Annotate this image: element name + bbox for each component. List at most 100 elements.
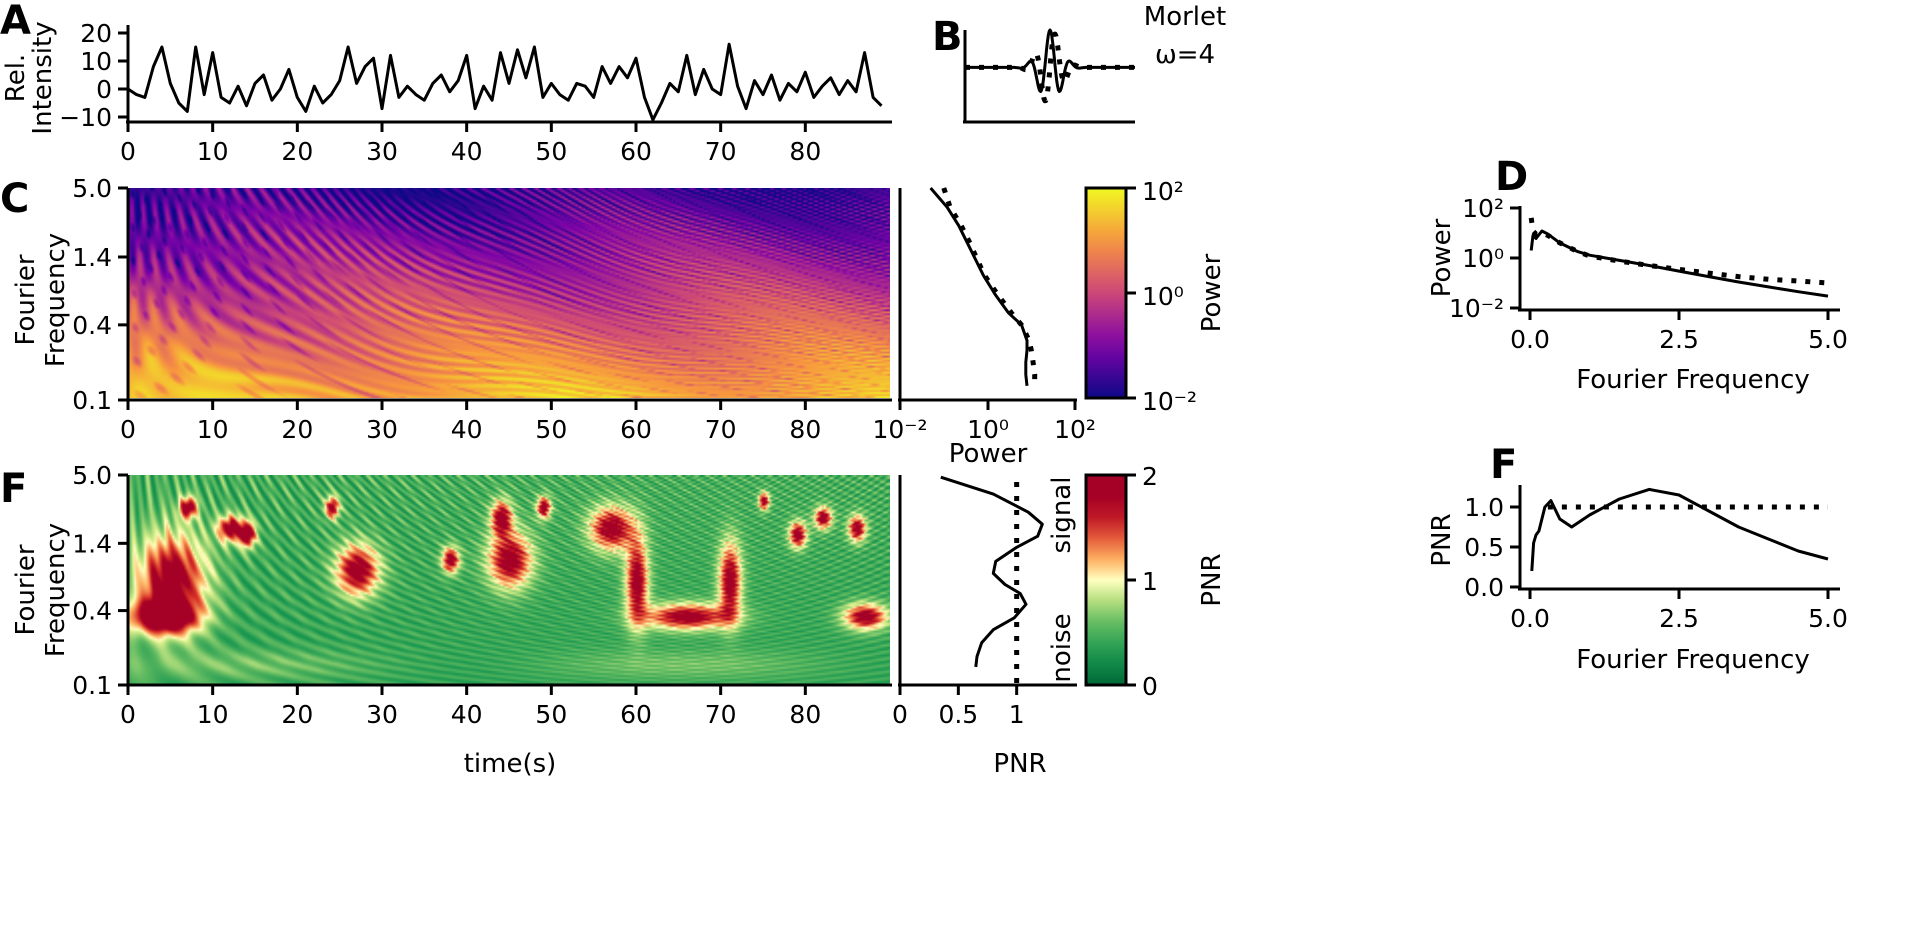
f-x-tick-label: 0 [120, 700, 136, 729]
fr-y-tick-label: 0.0 [1464, 573, 1504, 602]
fr-x-tick-label: 0.0 [1510, 604, 1550, 633]
fr-ylabel-group: PNR [1427, 513, 1457, 566]
c-colorbar-label: Power [1197, 253, 1227, 332]
intensity-trace [127, 42, 883, 122]
a-y-tick-label: 0 [96, 75, 112, 104]
f-x-tick-label: 30 [366, 700, 398, 729]
f-ylabel-line2: Frequency [41, 523, 71, 657]
c-x-tick-label: 40 [451, 415, 483, 444]
f-y-tick-label: 0.4 [72, 597, 112, 626]
c-x-tick-label: 30 [366, 415, 398, 444]
c-x-tick-label: 10 [197, 415, 229, 444]
cg-x-tick-label: 10⁻² [872, 415, 927, 444]
fr-xlabel: Fourier Frequency [1576, 645, 1810, 675]
a-x-tick-label: 20 [281, 137, 313, 166]
signal-annotation: signal [1047, 477, 1077, 554]
fr-ylabel: PNR [1427, 513, 1457, 566]
a-ylabel-line1: Rel. [1, 54, 31, 102]
c-x-tick-label: 0 [120, 415, 136, 444]
noise-annotation-group: noise [1047, 613, 1077, 682]
f-colorbar-label-group: PNR [1197, 553, 1227, 606]
c-colorbar-label-group: Power [1197, 253, 1227, 332]
f-x-tick-label: 10 [197, 700, 229, 729]
a-x-tick-label: 30 [366, 137, 398, 166]
d-xlabel: Fourier Frequency [1576, 365, 1810, 395]
a-y-tick-label: −10 [59, 103, 112, 132]
d-x-tick-label: 0.0 [1510, 325, 1550, 354]
d-ylabel-group: Power [1427, 218, 1457, 297]
d-ylabel: Power [1427, 218, 1457, 297]
f-colorbar-tick-label: 2 [1142, 462, 1158, 491]
fg-xlabel: PNR [993, 749, 1046, 779]
cg-x-tick-label: 10² [1054, 415, 1096, 444]
c-colorbar-tick-label: 10⁻² [1142, 387, 1197, 416]
f-colorbar-tick-label: 1 [1142, 567, 1158, 596]
pnr-colorbar [1084, 473, 1128, 687]
c-x-tick-label: 20 [281, 415, 313, 444]
panel-label-b: B [932, 14, 963, 60]
f-ylabel-group: FourierFrequencyFourier Frequency [11, 523, 71, 657]
panel-label-f: F [0, 466, 27, 512]
panel-label-f-right: F [1490, 442, 1517, 488]
c-x-tick-label: 50 [535, 415, 567, 444]
a-x-tick-label: 60 [620, 137, 652, 166]
noise-annotation: noise [1047, 613, 1077, 682]
pnr-heatmap [128, 475, 890, 685]
f-x-tick-label: 80 [789, 700, 821, 729]
d-y-tick-label: 10⁰ [1462, 244, 1504, 273]
f-y-tick-label: 0.1 [72, 671, 112, 700]
fg-x-tick-label: 0.5 [938, 700, 978, 729]
a-x-tick-label: 10 [197, 137, 229, 166]
spectrum-solid [1529, 229, 1829, 298]
a-ylabel-group: Rel.IntensityRel. Intensity [1, 21, 58, 134]
c-x-tick-label: 70 [705, 415, 737, 444]
f-y-tick-label: 1.4 [72, 529, 112, 558]
c-ylabel-group: FourierFrequencyFourier Frequency [11, 233, 71, 367]
c-colorbar-tick-label: 10² [1142, 177, 1184, 206]
morlet-imag-curve [963, 31, 1137, 104]
c-colorbar-tick-label: 10⁰ [1142, 282, 1184, 311]
global-power-dotted [941, 187, 1038, 386]
f-colorbar-tick-label: 0 [1142, 672, 1158, 701]
c-y-tick-label: 5.0 [72, 174, 112, 203]
spectrum-dotted [1528, 217, 1829, 286]
fr-x-tick-label: 5.0 [1808, 604, 1848, 633]
a-y-tick-label: 20 [80, 19, 112, 48]
global-power-solid [929, 187, 1029, 386]
panel-label-a: A [0, 0, 31, 44]
signal-annotation-group: signal [1047, 477, 1077, 554]
c-x-tick-label: 60 [620, 415, 652, 444]
f-y-tick-label: 5.0 [72, 461, 112, 490]
f-x-tick-label: 40 [451, 700, 483, 729]
fg-x-tick-label: 1 [1009, 700, 1025, 729]
a-x-tick-label: 70 [705, 137, 737, 166]
c-y-tick-label: 1.4 [72, 243, 112, 272]
wavelet-power-heatmap [128, 188, 890, 398]
c-y-tick-label: 0.1 [72, 386, 112, 415]
c-ylabel-line2: Frequency [41, 233, 71, 367]
panel-label-d: D [1495, 154, 1528, 200]
cg-xlabel: Power [949, 439, 1028, 469]
d-x-tick-label: 5.0 [1808, 325, 1848, 354]
f-x-tick-label: 20 [281, 700, 313, 729]
fr-y-tick-label: 0.5 [1464, 533, 1504, 562]
d-y-tick-label: 10² [1462, 194, 1504, 223]
f-x-tick-label: 60 [620, 700, 652, 729]
f-xlabel: time(s) [464, 749, 557, 779]
a-x-tick-label: 80 [789, 137, 821, 166]
b-title-line2: ω=4 [1155, 40, 1215, 70]
fr-x-tick-label: 2.5 [1659, 604, 1699, 633]
c-ylabel-line1: Fourier [11, 254, 41, 345]
f-x-tick-label: 50 [535, 700, 567, 729]
d-y-tick-label: 10⁻² [1449, 294, 1504, 323]
f-ylabel-line1: Fourier [11, 544, 41, 635]
a-x-tick-label: 50 [535, 137, 567, 166]
global-pnr-curve [940, 475, 1044, 668]
power-colorbar [1084, 186, 1128, 400]
panel-label-c: C [0, 176, 29, 222]
a-x-tick-label: 0 [120, 137, 136, 166]
fg-x-tick-label: 0 [892, 700, 908, 729]
c-x-tick-label: 80 [789, 415, 821, 444]
f-x-tick-label: 70 [705, 700, 737, 729]
